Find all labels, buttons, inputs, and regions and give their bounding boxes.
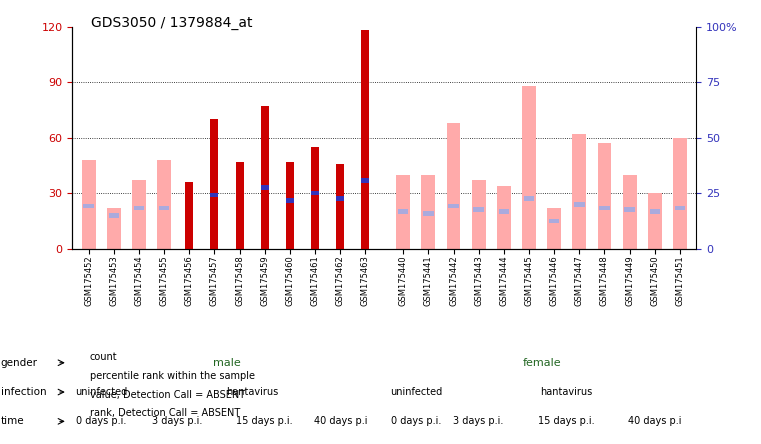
- Bar: [622, 174, 636, 249]
- Text: uninfected: uninfected: [75, 387, 127, 397]
- Bar: [159, 206, 170, 210]
- Bar: [286, 198, 294, 203]
- Bar: [134, 206, 145, 210]
- Bar: [236, 162, 244, 249]
- Bar: [673, 138, 687, 249]
- Text: 0 days p.i.: 0 days p.i.: [390, 416, 441, 426]
- Text: infection: infection: [1, 387, 46, 397]
- Bar: [650, 209, 660, 214]
- Bar: [624, 207, 635, 212]
- Bar: [648, 193, 662, 249]
- Bar: [572, 134, 586, 249]
- Bar: [261, 106, 269, 249]
- Text: time: time: [1, 416, 24, 426]
- Bar: [498, 209, 509, 214]
- Bar: [361, 178, 369, 182]
- Bar: [361, 30, 369, 249]
- Bar: [336, 196, 344, 201]
- Bar: [107, 208, 121, 249]
- Text: GDS3050 / 1379884_at: GDS3050 / 1379884_at: [91, 16, 253, 30]
- Text: count: count: [90, 353, 117, 362]
- Bar: [336, 163, 344, 249]
- Bar: [81, 160, 96, 249]
- Text: uninfected: uninfected: [390, 387, 442, 397]
- Bar: [497, 186, 511, 249]
- Text: hantavirus: hantavirus: [226, 387, 279, 397]
- Text: 3 days p.i.: 3 days p.i.: [151, 416, 202, 426]
- Bar: [448, 204, 459, 208]
- Text: hantavirus: hantavirus: [540, 387, 593, 397]
- Bar: [158, 160, 171, 249]
- Text: rank, Detection Call = ABSENT: rank, Detection Call = ABSENT: [90, 408, 240, 418]
- Bar: [472, 180, 486, 249]
- Bar: [549, 218, 559, 223]
- Bar: [311, 191, 319, 195]
- Bar: [422, 174, 435, 249]
- Bar: [599, 206, 610, 210]
- Text: male: male: [213, 358, 241, 368]
- Bar: [311, 147, 319, 249]
- Text: 15 days p.i.: 15 days p.i.: [237, 416, 293, 426]
- Text: female: female: [522, 358, 561, 368]
- Bar: [675, 206, 685, 210]
- Bar: [132, 180, 146, 249]
- Bar: [597, 143, 611, 249]
- Text: 3 days p.i.: 3 days p.i.: [454, 416, 504, 426]
- Bar: [522, 86, 536, 249]
- Text: percentile rank within the sample: percentile rank within the sample: [90, 371, 255, 381]
- Bar: [261, 185, 269, 190]
- Text: 40 days p.i: 40 days p.i: [628, 416, 682, 426]
- Bar: [574, 202, 584, 206]
- Bar: [185, 182, 193, 249]
- Text: 0 days p.i.: 0 days p.i.: [76, 416, 126, 426]
- Text: 40 days p.i: 40 days p.i: [314, 416, 367, 426]
- Bar: [423, 211, 434, 216]
- Bar: [524, 196, 534, 201]
- Bar: [473, 207, 484, 212]
- Bar: [547, 208, 561, 249]
- Bar: [211, 119, 218, 249]
- Bar: [286, 162, 294, 249]
- Bar: [396, 174, 410, 249]
- Text: gender: gender: [1, 358, 38, 368]
- Text: 15 days p.i.: 15 days p.i.: [539, 416, 595, 426]
- Bar: [84, 204, 94, 208]
- Bar: [211, 193, 218, 197]
- Bar: [398, 209, 409, 214]
- Bar: [447, 123, 460, 249]
- Bar: [109, 213, 119, 218]
- Text: value, Detection Call = ABSENT: value, Detection Call = ABSENT: [90, 390, 245, 400]
